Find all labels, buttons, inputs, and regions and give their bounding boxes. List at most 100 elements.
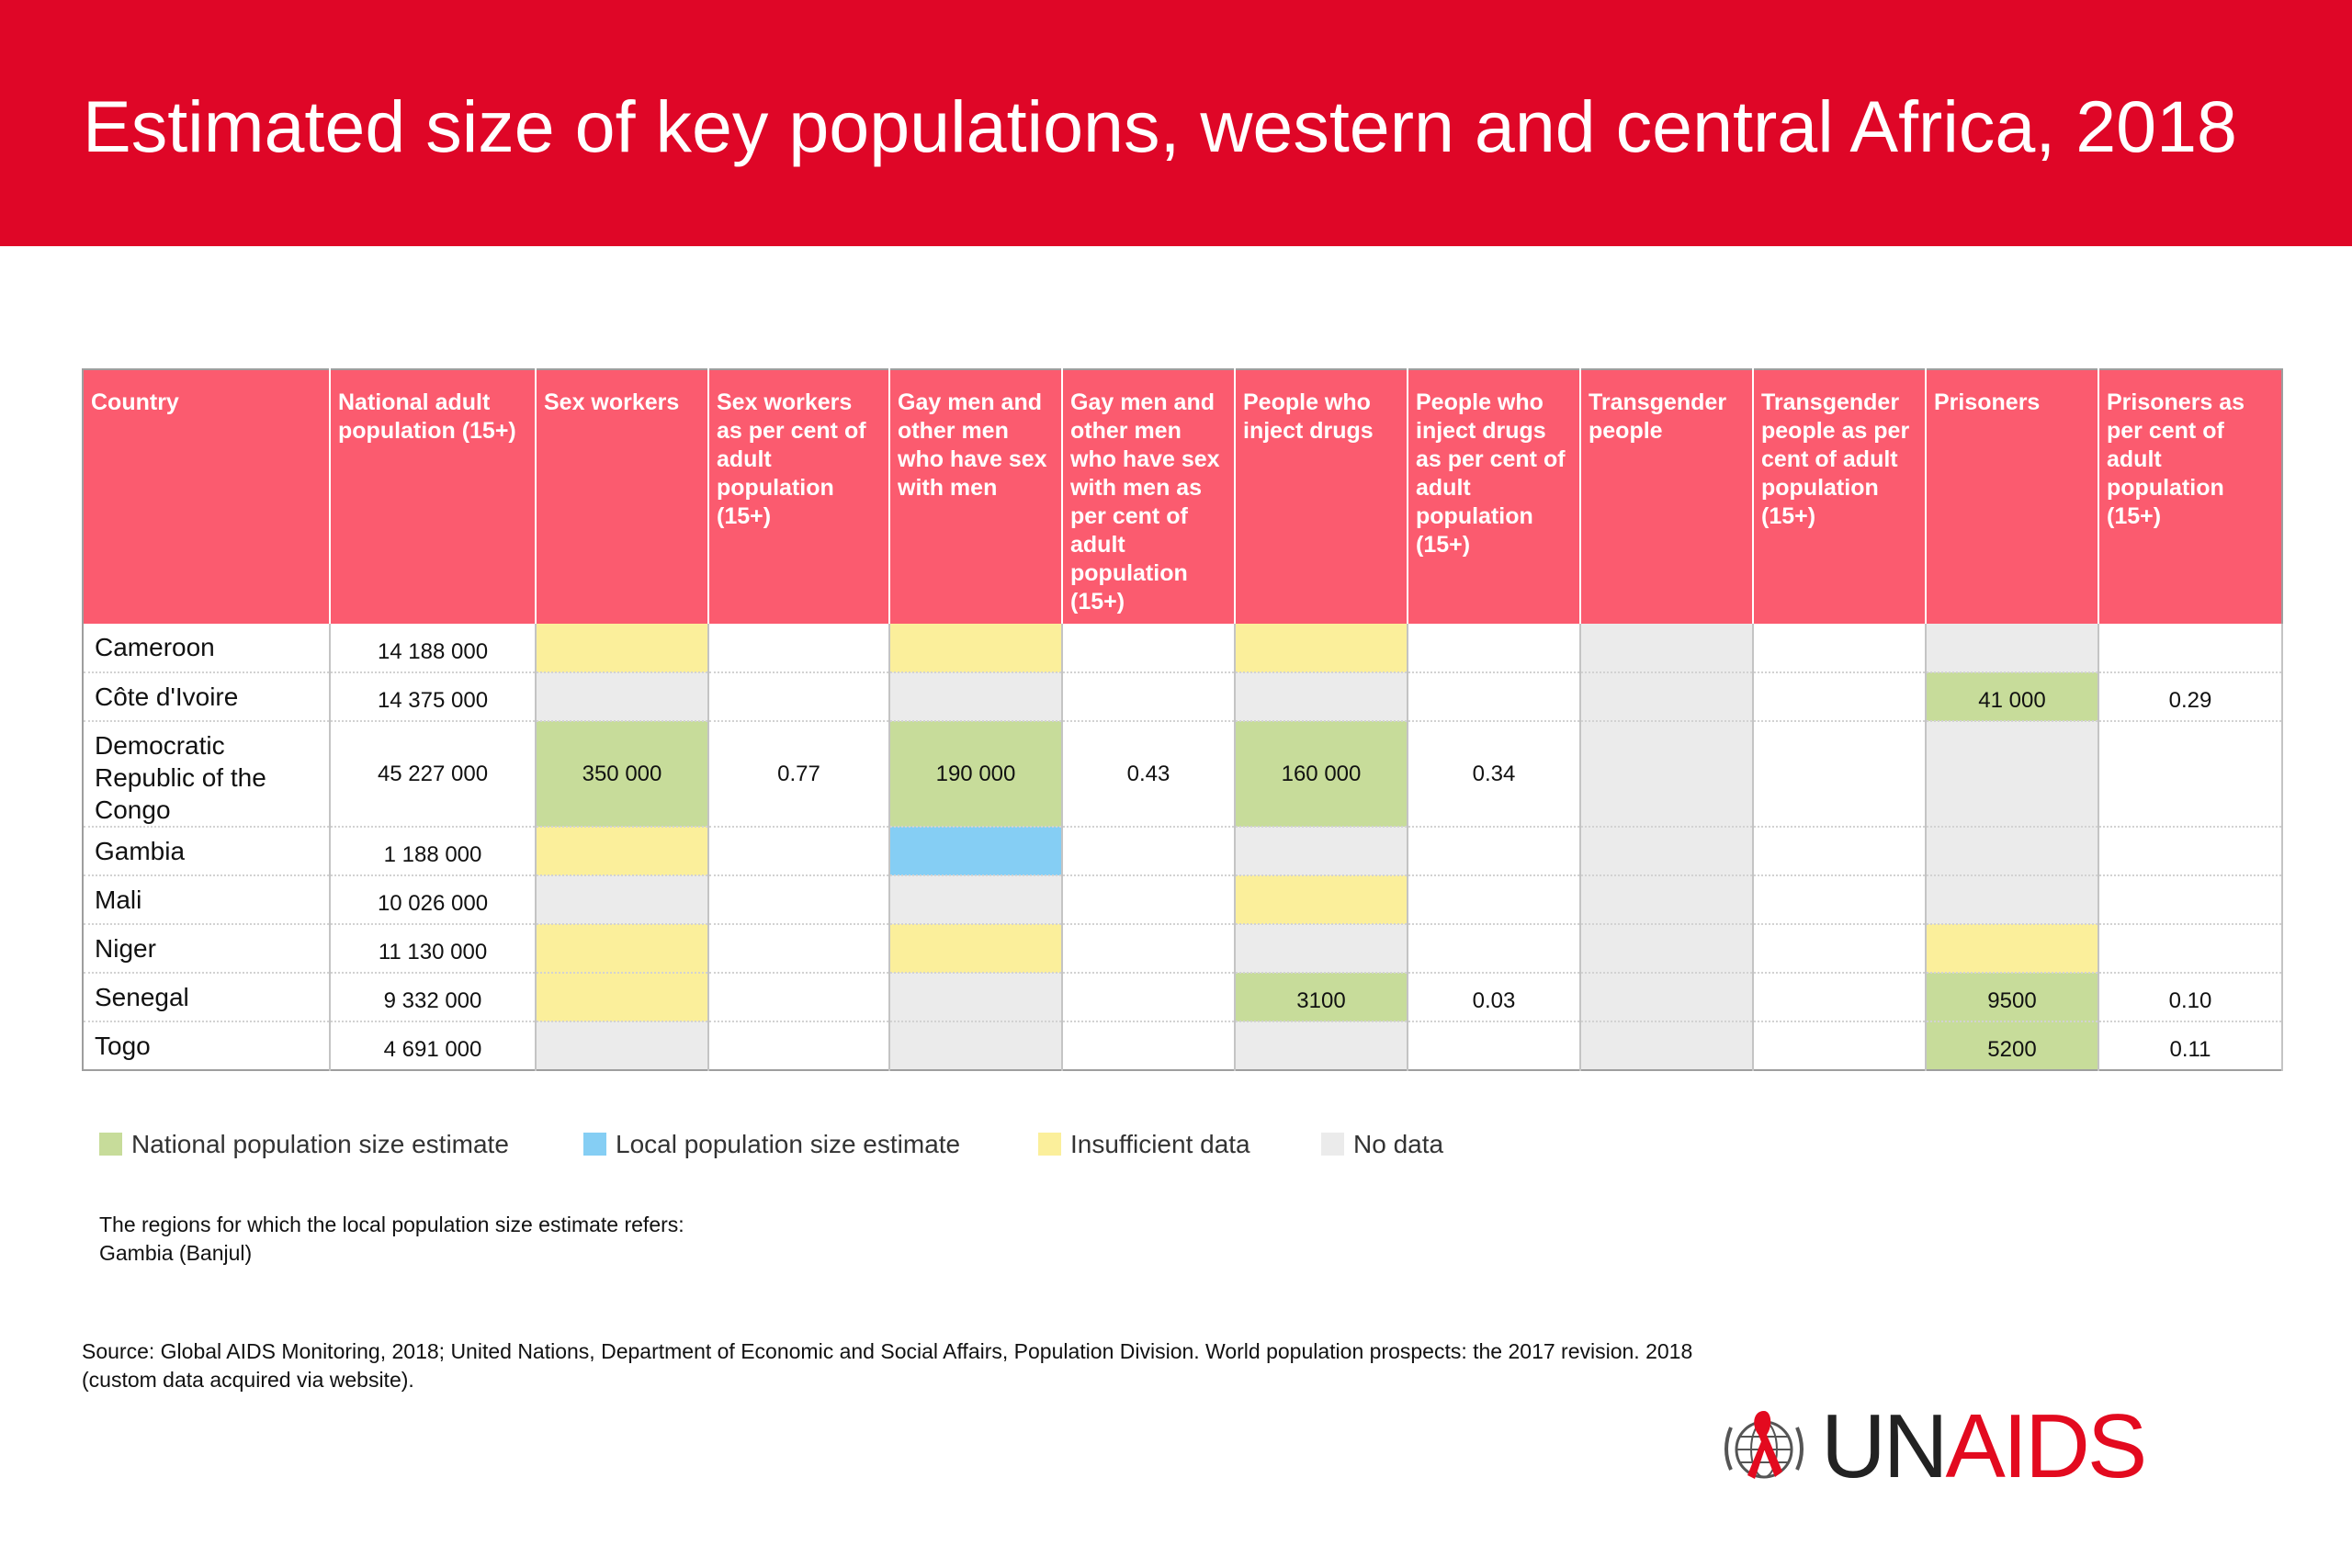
data-cell [1408, 1021, 1581, 1070]
column-header: Gay men and other men who have sex with … [1062, 369, 1236, 624]
key-populations-table: Country National adult population (15+) Se… [82, 368, 2283, 1071]
data-cell [1580, 624, 1754, 673]
note-line: Gambia (Banjul) [99, 1241, 253, 1265]
data-cell [1580, 672, 1754, 722]
legend-swatch-insufficient [1038, 1133, 1061, 1156]
data-cell [536, 875, 709, 925]
data-cell [1580, 1021, 1754, 1070]
data-cell [1753, 624, 1927, 673]
data-cell: 45 227 000 [330, 721, 537, 828]
data-cell [1926, 827, 2099, 876]
column-header: Sex workers as per cent of adult populat… [708, 369, 890, 624]
data-cell [1580, 924, 1754, 974]
data-cell: 0.34 [1408, 721, 1581, 828]
data-cell: 0.43 [1062, 721, 1236, 828]
country-cell: Cameroon [83, 624, 331, 673]
data-cell [1235, 1021, 1408, 1070]
legend-swatch-no-data [1321, 1133, 1344, 1156]
data-cell: 0.03 [1408, 973, 1581, 1022]
legend-insufficient: Insufficient data [1038, 1128, 1250, 1161]
data-cell [708, 924, 890, 974]
legend-national: National population size estimate [99, 1128, 509, 1161]
data-cell [1753, 827, 1927, 876]
data-cell: 3100 [1235, 973, 1408, 1022]
data-cell [1408, 875, 1581, 925]
data-cell [1580, 721, 1754, 828]
data-cell [2098, 624, 2283, 673]
data-cell [536, 624, 709, 673]
data-cell [889, 624, 1063, 673]
data-cell [889, 1021, 1063, 1070]
legend-swatch-national [99, 1133, 122, 1156]
data-cell [1753, 924, 1927, 974]
data-cell [1408, 827, 1581, 876]
data-cell [1580, 973, 1754, 1022]
data-cell [1235, 875, 1408, 925]
data-cell: 11 130 000 [330, 924, 537, 974]
source-note: Source: Global AIDS Monitoring, 2018; Un… [82, 1339, 1693, 1392]
column-header: People who inject drugs as per cent of a… [1408, 369, 1581, 624]
data-cell [1062, 827, 1236, 876]
column-header: Transgender people [1580, 369, 1754, 624]
data-cell [889, 827, 1063, 876]
data-cell [1062, 672, 1236, 722]
header-row: Country National adult population (15+) Se… [83, 369, 2282, 624]
country-cell: Senegal [83, 973, 331, 1022]
data-cell [708, 875, 890, 925]
data-cell: 14 375 000 [330, 672, 537, 722]
data-cell [1408, 624, 1581, 673]
data-cell [1753, 973, 1927, 1022]
data-cell [708, 827, 890, 876]
data-cell: 10 026 000 [330, 875, 537, 925]
data-cell [1235, 624, 1408, 673]
data-cell: 0.10 [2098, 973, 2283, 1022]
table-row: Democratic Republic of the Congo 45 227 0… [83, 721, 2283, 828]
data-cell [1062, 1021, 1236, 1070]
title-banner [0, 0, 2352, 246]
country-cell: Mali [83, 875, 331, 925]
legend-no-data: No data [1321, 1128, 1443, 1161]
data-cell [536, 827, 709, 876]
data-cell [536, 924, 709, 974]
country-cell: Democratic Republic of the Congo [83, 721, 331, 828]
data-cell [1062, 973, 1236, 1022]
local-estimate-note: The regions for which the local populati… [99, 1211, 684, 1268]
data-cell [1235, 924, 1408, 974]
data-cell [536, 1021, 709, 1070]
data-cell: 350 000 [536, 721, 709, 828]
country-cell: Togo [83, 1021, 331, 1070]
data-cell [1926, 924, 2099, 974]
logo-wordmark-un: UN [1821, 1395, 1949, 1496]
data-cell: 0.77 [708, 721, 890, 828]
legend-label: Local population size estimate [616, 1130, 961, 1158]
legend-label: Insufficient data [1070, 1130, 1250, 1158]
unaids-logo: UNAIDS [1718, 1400, 2177, 1492]
note-line: The regions for which the local populati… [99, 1213, 684, 1236]
table-row: Niger 11 130 000 [83, 924, 2283, 974]
data-cell: 14 188 000 [330, 624, 537, 673]
column-header: Transgender people as per cent of adult … [1753, 369, 1927, 624]
data-cell: 9500 [1926, 973, 2099, 1022]
data-cell [2098, 721, 2283, 828]
column-header: Gay men and other men who have sex with … [889, 369, 1063, 624]
data-cell [1408, 672, 1581, 722]
data-cell [708, 1021, 890, 1070]
data-cell: 41 000 [1926, 672, 2099, 722]
data-cell [1753, 721, 1927, 828]
page-title: Estimated size of key populations, weste… [83, 85, 2237, 167]
data-cell [1062, 875, 1236, 925]
table-row: Côte d'Ivoire 14 375 000 41 000 0.29 [83, 672, 2283, 722]
data-cell: 0.11 [2098, 1021, 2283, 1070]
table-row: Togo 4 691 000 5200 0.11 [83, 1021, 2283, 1070]
legend-label: National population size estimate [131, 1130, 509, 1158]
data-cell [708, 973, 890, 1022]
globe-laurel-ribbon-icon [1724, 1411, 1804, 1479]
data-cell [1753, 672, 1927, 722]
data-cell: 4 691 000 [330, 1021, 537, 1070]
country-cell: Côte d'Ivoire [83, 672, 331, 722]
data-cell [708, 624, 890, 673]
data-cell [536, 973, 709, 1022]
data-cell [889, 973, 1063, 1022]
data-cell [708, 672, 890, 722]
data-cell [1062, 924, 1236, 974]
